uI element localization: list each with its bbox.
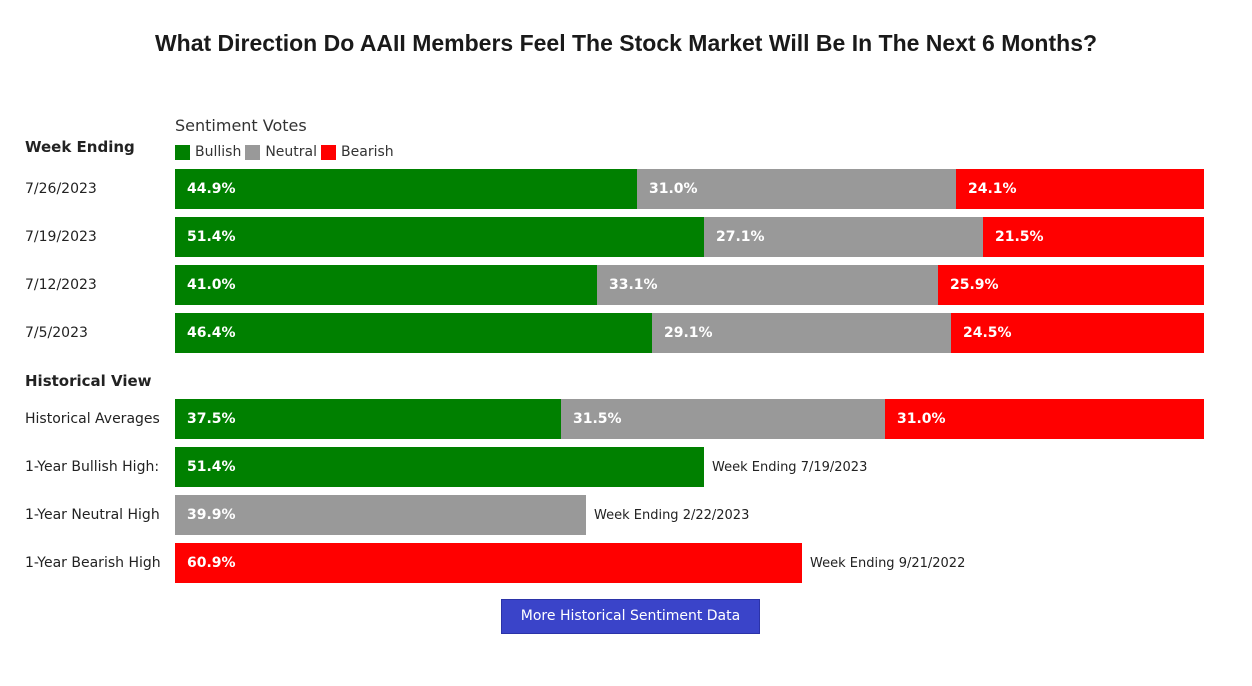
bar-segment-bullish: 37.5% <box>175 399 561 439</box>
weekly-row-label: 7/5/2023 <box>25 325 88 341</box>
weekly-row-label: 7/12/2023 <box>25 277 97 293</box>
bar-segment-bearish: 25.9% <box>938 265 1204 305</box>
high-bar-bearish: 60.9% <box>175 543 802 583</box>
weekly-stacked-bar: 44.9% 31.0% 24.1% <box>175 169 1204 209</box>
bar-segment-bullish: 41.0% <box>175 265 597 305</box>
legend-item-bullish: Bullish <box>175 144 241 160</box>
more-historical-data-button[interactable]: More Historical Sentiment Data <box>501 599 760 634</box>
high-bar-row: 60.9% Week Ending 9/21/2022 <box>175 543 965 583</box>
weekly-row-label: 7/26/2023 <box>25 181 97 197</box>
legend: Bullish Neutral Bearish <box>175 144 398 160</box>
high-week-note: Week Ending 9/21/2022 <box>810 555 966 571</box>
high-bar-row: 39.9% Week Ending 2/22/2023 <box>175 495 749 535</box>
high-bar-neutral: 39.9% <box>175 495 586 535</box>
legend-item-neutral: Neutral <box>245 144 317 160</box>
bar-segment-bearish: 24.1% <box>956 169 1204 209</box>
bar-segment-neutral: 29.1% <box>652 313 951 353</box>
high-week-note: Week Ending 7/19/2023 <box>712 459 868 475</box>
bar-segment-bullish: 46.4% <box>175 313 652 353</box>
bar-segment-bearish: 24.5% <box>951 313 1204 353</box>
historical-row-label: Historical Averages <box>25 411 160 427</box>
historical-view-header: Historical View <box>25 372 152 390</box>
legend-swatch-neutral <box>245 144 261 160</box>
week-ending-header: Week Ending <box>25 138 135 156</box>
bar-segment-bearish: 21.5% <box>983 217 1204 257</box>
high-week-note: Week Ending 2/22/2023 <box>594 507 750 523</box>
chart-title: What Direction Do AAII Members Feel The … <box>154 30 1098 56</box>
high-bar-row: 51.4% Week Ending 7/19/2023 <box>175 447 867 487</box>
legend-item-bearish: Bearish <box>321 144 394 160</box>
legend-label-bearish: Bearish <box>341 144 394 160</box>
sentiment-votes-label: Sentiment Votes <box>175 116 307 135</box>
weekly-stacked-bar: 41.0% 33.1% 25.9% <box>175 265 1204 305</box>
bar-segment-bullish: 44.9% <box>175 169 637 209</box>
bar-segment-neutral: 27.1% <box>704 217 983 257</box>
high-row-label: 1-Year Bearish High <box>25 555 161 571</box>
bar-segment-neutral: 31.0% <box>637 169 956 209</box>
high-bar-bullish: 51.4% <box>175 447 704 487</box>
bar-segment-bearish: 31.0% <box>885 399 1204 439</box>
weekly-stacked-bar: 51.4% 27.1% 21.5% <box>175 217 1204 257</box>
legend-swatch-bearish <box>321 144 337 160</box>
legend-label-bullish: Bullish <box>195 144 242 160</box>
legend-label-neutral: Neutral <box>265 144 318 160</box>
bar-segment-bullish: 51.4% <box>175 217 704 257</box>
bar-segment-neutral: 31.5% <box>561 399 885 439</box>
legend-swatch-bullish <box>175 144 190 160</box>
high-row-label: 1-Year Neutral High <box>25 507 160 523</box>
weekly-row-label: 7/19/2023 <box>25 229 97 245</box>
bar-segment-neutral: 33.1% <box>597 265 938 305</box>
high-row-label: 1-Year Bullish High: <box>25 459 160 475</box>
historical-stacked-bar: 37.5% 31.5% 31.0% <box>175 399 1204 439</box>
weekly-stacked-bar: 46.4% 29.1% 24.5% <box>175 313 1204 353</box>
